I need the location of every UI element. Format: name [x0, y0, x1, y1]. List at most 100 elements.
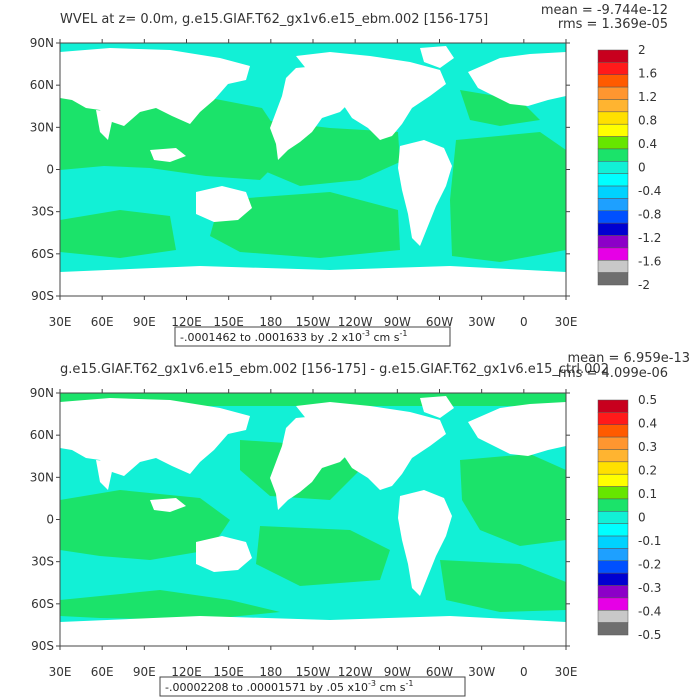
lon-tick-label: 120W — [338, 315, 373, 329]
lon-tick-label: 90E — [133, 665, 156, 679]
colorbar-label: 0.5 — [638, 393, 657, 407]
lon-tick-label: 120E — [171, 665, 202, 679]
colorbar-swatch — [597, 111, 629, 125]
range-box — [159, 676, 466, 697]
colorbar-swatch — [597, 412, 629, 425]
colorbar-swatch — [597, 210, 629, 224]
colorbar-swatch — [597, 399, 629, 413]
map-figure-2: g.e15.GIAF.T62_gx1v6.e15_ebm.002 [156-17… — [30, 351, 690, 697]
lon-tick-label: 60E — [91, 315, 114, 329]
rms-label: rms = 1.369e-05 — [558, 17, 668, 32]
colorbar-swatch — [597, 449, 629, 463]
lon-tick-label: 30W — [468, 315, 495, 329]
land-polygon — [468, 52, 566, 106]
map-panel-2: g.e15.GIAF.T62_gx1v6.e15_ebm.002 [156-17… — [0, 350, 700, 700]
colorbar-label: -0.1 — [638, 534, 661, 548]
land-polygon — [420, 46, 454, 68]
colorbar-swatch — [597, 235, 629, 249]
colorbar-label: -1.2 — [638, 231, 661, 245]
field-patch — [210, 192, 400, 258]
colorbar-label: 0 — [638, 511, 646, 525]
colorbar-swatch — [597, 523, 629, 537]
rms-label: rms = 4.099e-06 — [558, 366, 668, 381]
field-patch — [256, 526, 390, 586]
land-polygon — [60, 266, 566, 296]
colorbar-label: 0.4 — [638, 137, 657, 151]
latitude-axis: 90N 60N 30N 0 30S 60S 90S — [30, 36, 570, 303]
colorbar-label: 1.6 — [638, 67, 657, 81]
lon-tick-label: 90E — [133, 315, 156, 329]
colorbar-swatch — [597, 424, 629, 438]
colorbar-label: -0.2 — [638, 558, 661, 572]
lon-tick-label: 120E — [171, 315, 202, 329]
field-patch — [450, 132, 566, 262]
field-patch — [440, 560, 566, 612]
colorbar-swatch — [597, 99, 629, 113]
lon-tick-label: 60E — [91, 665, 114, 679]
colorbar-label: -2 — [638, 278, 650, 292]
colorbar-label: 0.3 — [638, 440, 657, 454]
lon-tick-label: 0 — [520, 665, 528, 679]
colorbar-swatch — [597, 585, 629, 599]
land-polygon — [398, 140, 452, 246]
lon-tick-label: 30E — [555, 315, 578, 329]
lon-tick-label: 30E — [49, 665, 72, 679]
field-patch — [460, 454, 566, 546]
colorbar-swatch — [597, 461, 629, 475]
colorbar-swatch — [597, 198, 629, 212]
colorbar-swatch — [597, 535, 629, 549]
lat-tick-label: 90S — [31, 289, 54, 303]
colorbar-label: 0.8 — [638, 114, 657, 128]
field-patch — [60, 590, 280, 620]
field-patch — [60, 210, 176, 258]
colorbar-swatch — [597, 622, 629, 636]
colorbar-swatch — [597, 498, 629, 512]
colorbar-swatch — [597, 136, 629, 150]
lat-tick-label: 30N — [30, 470, 54, 484]
lon-tick-label: 150E — [213, 665, 244, 679]
land-polygon — [296, 402, 446, 490]
colorbar-swatch — [597, 473, 629, 487]
panel-title: g.e15.GIAF.T62_gx1v6.e15_ebm.002 [156-17… — [60, 362, 609, 377]
colorbar-swatch — [597, 260, 629, 273]
colorbar-swatch — [597, 247, 629, 261]
colorbar-swatch — [597, 185, 629, 199]
lon-tick-label: 180 — [259, 665, 282, 679]
colorbar-swatch — [597, 610, 629, 623]
colorbar-swatch — [597, 222, 629, 236]
land-polygon — [468, 402, 566, 456]
lon-tick-label: 30W — [468, 665, 495, 679]
colorbar-label: -0.4 — [638, 605, 661, 619]
lon-tick-label: 150E — [213, 315, 244, 329]
colorbar-swatch — [597, 161, 629, 174]
colorbar-label: -0.4 — [638, 184, 661, 198]
lon-tick-label: 120W — [338, 665, 373, 679]
colorbar-swatch — [597, 86, 629, 100]
colorbar-swatch — [597, 560, 629, 574]
colorbar-label: 0.2 — [638, 464, 657, 478]
lon-tick-label: 90W — [384, 665, 411, 679]
colorbar-label: 0 — [638, 161, 646, 175]
lat-tick-label: 0 — [46, 513, 54, 527]
longitude-axis: 30E 60E 90E 120E 150E 180 150W 120W 90W 60W 30W 0 30… — [49, 389, 577, 679]
lat-tick-label: 60N — [30, 428, 54, 442]
colorbar: 2 1.6 1.2 0.8 0.4 0 -0.4 -0.8 -1.2 -1.6 -2 — [597, 43, 661, 292]
colorbar-label: 0.4 — [638, 417, 657, 431]
range-box — [174, 326, 451, 347]
colorbar-label: -0.5 — [638, 628, 661, 642]
map-panel-1: WVEL at z= 0.0m, g.e15.GIAF.T62_gx1v6.e1… — [30, 3, 668, 347]
colorbar-swatch — [597, 173, 629, 187]
lon-tick-label: 0 — [520, 315, 528, 329]
colorbar-swatch — [597, 597, 629, 611]
lat-tick-label: 30N — [30, 120, 54, 134]
colorbar-swatch — [597, 572, 629, 586]
lat-tick-label: 90N — [30, 36, 54, 50]
lon-tick-label: 150W — [296, 315, 331, 329]
colorbar-label: -1.6 — [638, 255, 661, 269]
colorbar-swatch — [597, 486, 629, 500]
lon-tick-label: 60W — [426, 665, 453, 679]
colorbar-swatch — [597, 436, 629, 450]
latitude-axis: 90N 60N 30N 0 30S 60S 90S — [30, 386, 570, 653]
colorbar-label: -0.3 — [638, 581, 661, 595]
land-polygon — [96, 110, 114, 140]
